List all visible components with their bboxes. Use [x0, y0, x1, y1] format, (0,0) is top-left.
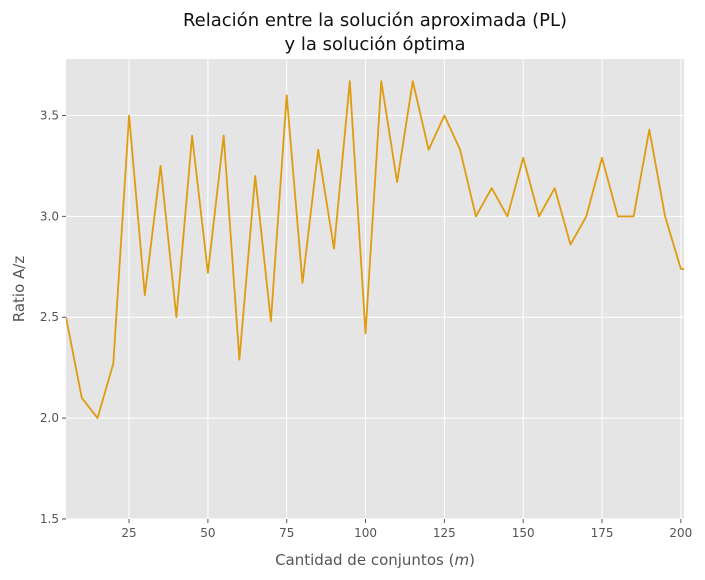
y-tick-label: 3.5 — [40, 108, 59, 122]
x-tick-label: 100 — [354, 526, 377, 540]
x-tick-label: 175 — [591, 526, 614, 540]
x-axis-label-prefix: Cantidad de conjuntos ( — [275, 551, 454, 569]
y-axis-label: Ratio A/z — [10, 256, 28, 323]
x-tick-label: 125 — [433, 526, 456, 540]
x-axis-ticks: 25 50 75 100 125 150 175 200 — [121, 519, 692, 540]
y-axis-ticks: 1.5 2.0 2.5 3.0 3.5 — [40, 108, 66, 526]
grid-lines — [66, 59, 684, 520]
y-tick-label: 2.0 — [40, 411, 59, 425]
chart-title-line-2: y la solución óptima — [284, 34, 465, 55]
x-tick-label: 150 — [512, 526, 535, 540]
x-axis-label-variable: m — [454, 551, 469, 569]
x-tick-label: 50 — [200, 526, 215, 540]
x-axis-label-suffix: ) — [469, 551, 475, 569]
series-line — [66, 80, 684, 420]
x-tick-label: 25 — [121, 526, 136, 540]
x-tick-label: 75 — [279, 526, 294, 540]
y-tick-label: 2.5 — [40, 310, 59, 324]
plot-area — [66, 59, 684, 519]
y-tick-label: 3.0 — [40, 209, 59, 223]
x-axis-label: Cantidad de conjuntos (m) — [275, 551, 475, 569]
chart-title-line-1: Relación entre la solución aproximada (P… — [183, 10, 567, 31]
x-tick-label: 200 — [669, 526, 692, 540]
y-tick-label: 1.5 — [40, 512, 59, 526]
